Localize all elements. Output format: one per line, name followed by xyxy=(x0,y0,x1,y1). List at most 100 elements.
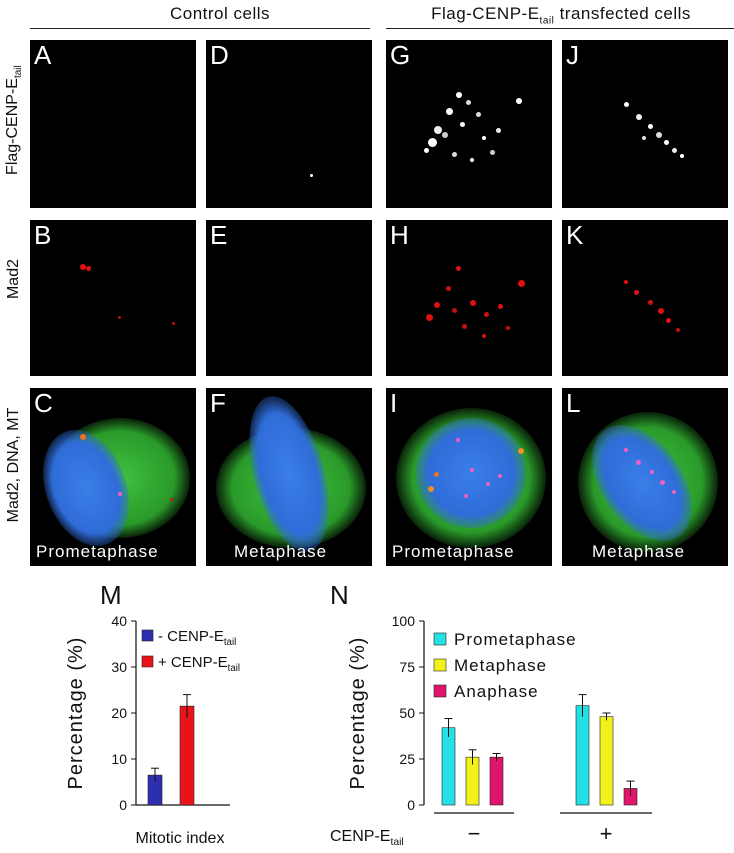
signal-dot xyxy=(482,136,486,140)
legend-label: - CENP-Etail xyxy=(158,628,236,648)
panel-letter: D xyxy=(210,40,229,70)
y-tick-label: 30 xyxy=(111,659,127,675)
mad2-dot xyxy=(456,438,460,442)
signal-dot xyxy=(470,158,474,162)
panel-letter: B xyxy=(34,220,52,250)
panel-letter: K xyxy=(566,220,584,250)
mad2-dot xyxy=(650,470,654,474)
mad2-dot xyxy=(484,312,489,317)
row1-sub: tail xyxy=(13,65,25,79)
bar xyxy=(441,727,456,806)
mad2-dot xyxy=(624,280,628,284)
legend-label: Metaphase xyxy=(454,656,547,675)
y-tick-label: 0 xyxy=(119,797,127,813)
mad2-dot xyxy=(80,264,86,270)
mad2-dot xyxy=(470,468,474,472)
signal-dot xyxy=(446,108,453,115)
y-tick-label: 25 xyxy=(399,751,415,767)
signal-dot xyxy=(516,98,522,104)
panel-a: A xyxy=(30,40,196,208)
legend-swatch xyxy=(433,658,447,672)
y-tick-label: 100 xyxy=(392,613,416,629)
signal-dot xyxy=(476,112,481,117)
transfected-header-line xyxy=(386,28,734,29)
panel-letter: C xyxy=(34,388,53,418)
panel-letter-n: N xyxy=(330,580,349,610)
panel-h: H xyxy=(386,220,552,376)
mad2-dot xyxy=(658,308,664,314)
panel-b: B xyxy=(30,220,196,376)
chart-m: 0 10 20 30 40 Percentage (%) - CENP-Etail + CEN… xyxy=(65,613,240,847)
panel-letter-m: M xyxy=(100,580,122,610)
transfected-pre: Flag-CENP-E xyxy=(431,4,540,23)
signal-dot xyxy=(648,124,653,129)
mad2-dot xyxy=(118,492,122,496)
mad2-dot xyxy=(86,266,91,271)
signal-dot xyxy=(496,128,501,133)
legend-swatch xyxy=(141,629,154,642)
panel-letter: H xyxy=(390,220,409,250)
mad2-dot xyxy=(482,334,486,338)
phase-caption: Metaphase xyxy=(234,542,328,561)
signal-dot xyxy=(642,136,646,140)
mad2-dot xyxy=(434,472,439,477)
mad2-dot xyxy=(648,300,653,305)
panel-letter: F xyxy=(210,388,226,418)
signal-dot xyxy=(466,100,471,105)
y-tick-label: 10 xyxy=(111,751,127,767)
control-header-line xyxy=(30,28,370,29)
legend-swatch xyxy=(433,684,447,698)
mad2-dot xyxy=(118,316,121,319)
mad2-dot xyxy=(506,326,510,330)
panel-k: K xyxy=(562,220,728,376)
legend-label: + CENP-Etail xyxy=(158,654,240,674)
chart-n: 0 25 50 75 100 Percentage (%) Prometaphase Meta… xyxy=(330,613,652,848)
panel-l: L Metaphase xyxy=(562,388,728,566)
mad2-dot xyxy=(498,304,503,309)
mad2-dot xyxy=(464,494,468,498)
legend-label: Prometaphase xyxy=(454,630,577,649)
row3-text: Mad2, DNA, MT xyxy=(5,407,22,523)
mad2-dot xyxy=(434,302,440,308)
mad2-dot xyxy=(518,448,524,454)
signal-dot xyxy=(672,148,677,153)
mad2-dot xyxy=(676,328,680,332)
mad2-dot xyxy=(428,486,434,492)
mad2-dot xyxy=(660,480,665,485)
y-axis-label: Percentage (%) xyxy=(65,637,87,790)
panel-f: F Metaphase xyxy=(206,388,372,566)
panel-g: G xyxy=(386,40,552,208)
panel-letter: G xyxy=(390,40,411,70)
panel-d: D xyxy=(206,40,372,208)
mad2-dot xyxy=(666,318,671,323)
mad2-dot xyxy=(486,482,490,486)
mad2-dot xyxy=(636,460,641,465)
dna-mass xyxy=(416,418,526,528)
signal-dot xyxy=(490,150,495,155)
bar xyxy=(489,756,504,806)
bar xyxy=(599,716,614,806)
control-cells-text: Control cells xyxy=(169,4,271,23)
phase-caption: Prometaphase xyxy=(36,542,159,561)
row-label-flag-cenpe: Flag-CENP-Etail xyxy=(4,40,24,200)
mad2-dot xyxy=(470,300,476,306)
signal-dot xyxy=(434,126,442,134)
row-label-mad2: Mad2 xyxy=(5,229,23,329)
transfected-post: transfected cells xyxy=(554,4,691,23)
signal-dot xyxy=(624,102,629,107)
signal-dot xyxy=(452,152,457,157)
group-prefix-label: CENP-Etail xyxy=(330,828,404,848)
signal-dot xyxy=(636,114,642,120)
mad2-dot xyxy=(170,498,173,501)
y-axis-label: Percentage (%) xyxy=(347,637,369,790)
row2-text: Mad2 xyxy=(5,258,22,300)
signal-dot xyxy=(460,122,465,127)
phase-caption: Prometaphase xyxy=(392,542,515,561)
transfected-cells-header: Flag-CENP-Etail transfected cells xyxy=(388,4,734,26)
signal-dot xyxy=(424,148,429,153)
legend-swatch xyxy=(141,655,154,668)
legend-swatch xyxy=(433,632,447,646)
mad2-dot xyxy=(426,314,433,321)
panel-letter: E xyxy=(210,220,228,250)
mad2-dot xyxy=(462,324,467,329)
